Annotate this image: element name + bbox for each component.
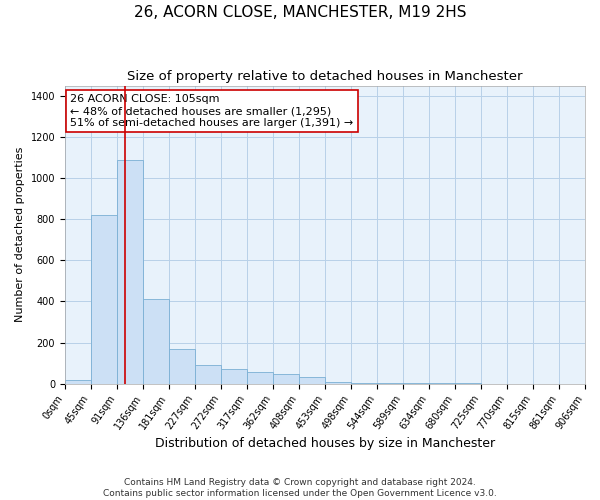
Bar (221, 369, 247, 384)
Bar (247, 372, 273, 384)
Bar (299, 378, 325, 384)
Bar (195, 365, 221, 384)
Y-axis label: Number of detached properties: Number of detached properties (15, 147, 25, 322)
Bar (325, 382, 351, 384)
Bar (351, 382, 377, 384)
Bar (169, 348, 195, 384)
Bar (65, 380, 91, 384)
Text: 26, ACORN CLOSE, MANCHESTER, M19 2HS: 26, ACORN CLOSE, MANCHESTER, M19 2HS (134, 5, 466, 20)
Bar (91, 215, 117, 384)
Bar (117, 160, 143, 384)
X-axis label: Distribution of detached houses by size in Manchester: Distribution of detached houses by size … (155, 437, 495, 450)
Text: Contains HM Land Registry data © Crown copyright and database right 2024.
Contai: Contains HM Land Registry data © Crown c… (103, 478, 497, 498)
Title: Size of property relative to detached houses in Manchester: Size of property relative to detached ho… (127, 70, 523, 83)
Bar (273, 374, 299, 384)
Text: 26 ACORN CLOSE: 105sqm
← 48% of detached houses are smaller (1,295)
51% of semi-: 26 ACORN CLOSE: 105sqm ← 48% of detached… (70, 94, 353, 128)
Bar (143, 300, 169, 384)
